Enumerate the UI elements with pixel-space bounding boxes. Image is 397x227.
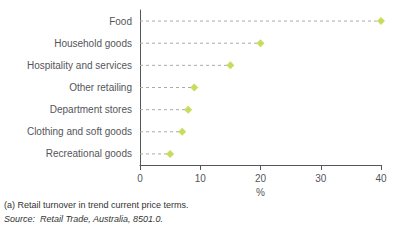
svg-text:Department stores: Department stores xyxy=(50,104,132,115)
svg-text:Hospitality and services: Hospitality and services xyxy=(27,60,132,71)
svg-text:20: 20 xyxy=(255,173,267,184)
svg-text:Recreational goods: Recreational goods xyxy=(46,148,132,159)
svg-text:30: 30 xyxy=(315,173,327,184)
svg-text:40: 40 xyxy=(375,173,387,184)
svg-text:(a) Retail turnover in trend c: (a) Retail turnover in trend current pri… xyxy=(4,200,189,210)
svg-text:10: 10 xyxy=(195,173,207,184)
svg-text:Household goods: Household goods xyxy=(54,38,132,49)
svg-text:0: 0 xyxy=(137,173,143,184)
svg-text:%: % xyxy=(256,187,265,198)
svg-text:Source: Retail Trade, Austral: Source: Retail Trade, Australia, 8501.0. xyxy=(4,214,163,224)
svg-text:Food: Food xyxy=(109,16,132,27)
svg-text:Other retailing: Other retailing xyxy=(69,82,132,93)
svg-text:Clothing and soft goods: Clothing and soft goods xyxy=(27,126,132,137)
